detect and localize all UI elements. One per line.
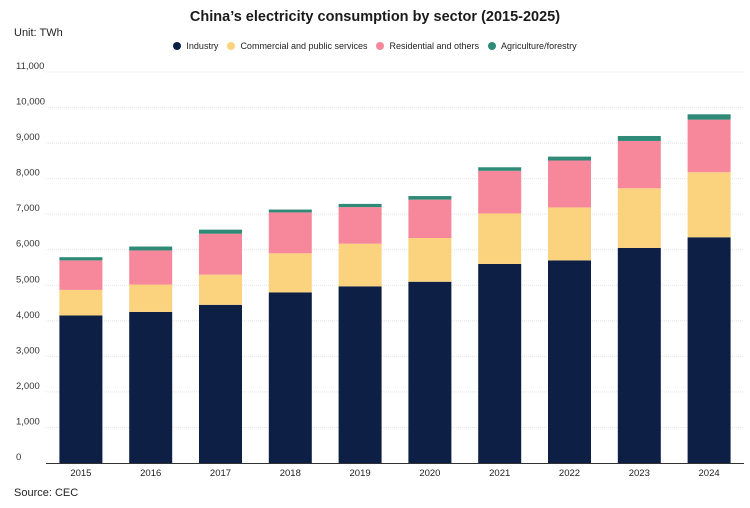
bar-segment-agriculture-forestry	[687, 114, 731, 120]
bar-segment-residential-and-others	[408, 199, 452, 238]
y-tick-label: 0	[16, 452, 21, 463]
x-tick-label: 2017	[210, 468, 231, 479]
x-tick-label: 2020	[419, 468, 440, 479]
bar-segment-agriculture-forestry	[478, 167, 522, 171]
bar-segment-residential-and-others	[338, 207, 382, 244]
y-tick-label: 4,000	[16, 310, 40, 321]
legend-swatch	[376, 42, 385, 50]
bar-segment-commercial-and-public-services	[478, 213, 522, 264]
bar-segment-residential-and-others	[268, 212, 312, 254]
x-tick-label: 2021	[489, 468, 510, 479]
x-tick-label: 2016	[140, 468, 161, 479]
bar-segment-commercial-and-public-services	[617, 188, 661, 248]
bar-segment-commercial-and-public-services	[338, 243, 382, 287]
x-tick-label: 2023	[629, 468, 650, 479]
bar-segment-agriculture-forestry	[59, 257, 103, 261]
bar-segment-agriculture-forestry	[268, 209, 312, 213]
x-tick-label: 2015	[70, 468, 91, 479]
bar-segment-industry	[408, 281, 452, 463]
bar-segment-commercial-and-public-services	[129, 284, 173, 312]
source-note: Source: CEC	[14, 487, 79, 499]
bar-segment-commercial-and-public-services	[59, 289, 103, 316]
y-tick-label: 9,000	[16, 132, 40, 143]
y-tick-label: 5,000	[16, 274, 40, 285]
x-tick-label: 2018	[280, 468, 301, 479]
bar-segment-industry	[687, 237, 731, 463]
y-tick-label: 7,000	[16, 203, 40, 214]
bar-segment-industry	[59, 315, 103, 463]
bar-segment-agriculture-forestry	[129, 246, 173, 251]
legend-item-agriculture: Agriculture/forestry	[488, 41, 577, 51]
bar-segment-commercial-and-public-services	[199, 274, 242, 305]
legend-item-residential: Residential and others	[376, 41, 479, 51]
bar-segment-agriculture-forestry	[338, 203, 382, 208]
bar-segment-agriculture-forestry	[548, 156, 591, 161]
legend-label: Commercial and public services	[240, 41, 368, 51]
chart-title: China’s electricity consumption by secto…	[189, 9, 561, 25]
legend-swatch	[227, 42, 236, 50]
y-tick-label: 1,000	[16, 416, 40, 427]
x-tick-label: 2024	[699, 468, 720, 479]
bar-segment-industry	[338, 286, 382, 463]
bar-segment-industry	[617, 247, 661, 463]
bar-segment-residential-and-others	[129, 250, 173, 285]
bar-segment-residential-and-others	[548, 160, 591, 208]
bar-segment-residential-and-others	[687, 119, 731, 173]
bar-segment-industry	[199, 304, 242, 463]
bar-segment-agriculture-forestry	[408, 196, 452, 200]
x-tick-label: 2022	[559, 468, 580, 479]
x-tick-label: 2019	[350, 468, 371, 479]
legend-label: Agriculture/forestry	[501, 41, 577, 51]
legend: Industry Commercial and public services …	[0, 41, 750, 51]
legend-swatch	[173, 42, 182, 50]
y-tick-label: 2,000	[16, 381, 40, 392]
y-tick-label: 3,000	[16, 345, 40, 356]
y-tick-label: 10,000	[16, 97, 45, 108]
bar-segment-industry	[478, 263, 522, 463]
y-tick-label: 11,000	[16, 61, 44, 72]
bar-segment-residential-and-others	[199, 233, 242, 275]
legend-label: Industry	[186, 41, 219, 51]
bar-segment-agriculture-forestry	[617, 135, 661, 141]
legend-item-commercial: Commercial and public services	[227, 41, 367, 51]
legend-label: Residential and others	[389, 41, 480, 51]
y-tick-label: 8,000	[16, 168, 40, 179]
bar-segment-industry	[548, 260, 591, 463]
y-tick-label: 6,000	[16, 239, 40, 250]
unit-label: Unit: TWh	[14, 27, 63, 39]
bar-segment-agriculture-forestry	[199, 229, 242, 234]
bar-segment-residential-and-others	[478, 170, 522, 214]
bar-segment-industry	[129, 311, 173, 463]
legend-item-industry: Industry	[173, 41, 218, 51]
bar-segment-residential-and-others	[59, 260, 103, 290]
bar-segment-residential-and-others	[617, 140, 661, 189]
bar-segment-industry	[268, 292, 312, 463]
bar-segment-commercial-and-public-services	[268, 253, 312, 293]
bar-segment-commercial-and-public-services	[548, 207, 591, 261]
legend-swatch	[488, 42, 497, 50]
bar-segment-commercial-and-public-services	[687, 172, 731, 238]
bar-segment-commercial-and-public-services	[408, 237, 452, 282]
